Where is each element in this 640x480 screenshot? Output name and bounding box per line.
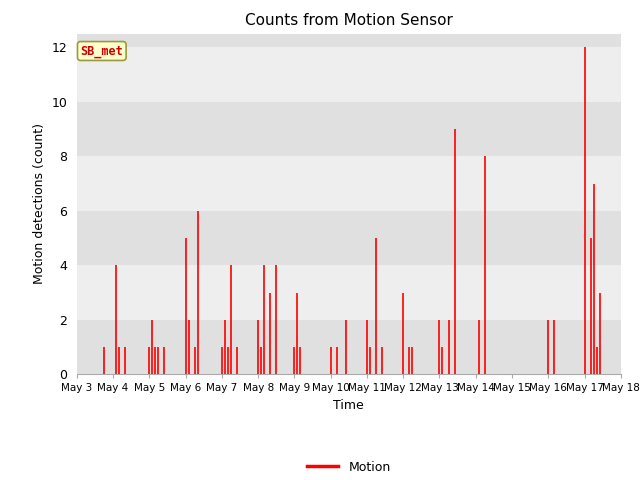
Bar (77, 320, 621, 374)
Title: Counts from Motion Sensor: Counts from Motion Sensor (245, 13, 452, 28)
Bar (77, 34, 621, 47)
Bar (77, 156, 621, 211)
Legend: Motion: Motion (302, 456, 396, 479)
Text: SB_met: SB_met (81, 45, 123, 58)
Y-axis label: Motion detections (count): Motion detections (count) (33, 123, 45, 285)
Bar (77, 102, 621, 156)
Bar (77, 265, 621, 320)
Bar (77, 47, 621, 102)
Bar (77, 211, 621, 265)
X-axis label: Time: Time (333, 399, 364, 412)
